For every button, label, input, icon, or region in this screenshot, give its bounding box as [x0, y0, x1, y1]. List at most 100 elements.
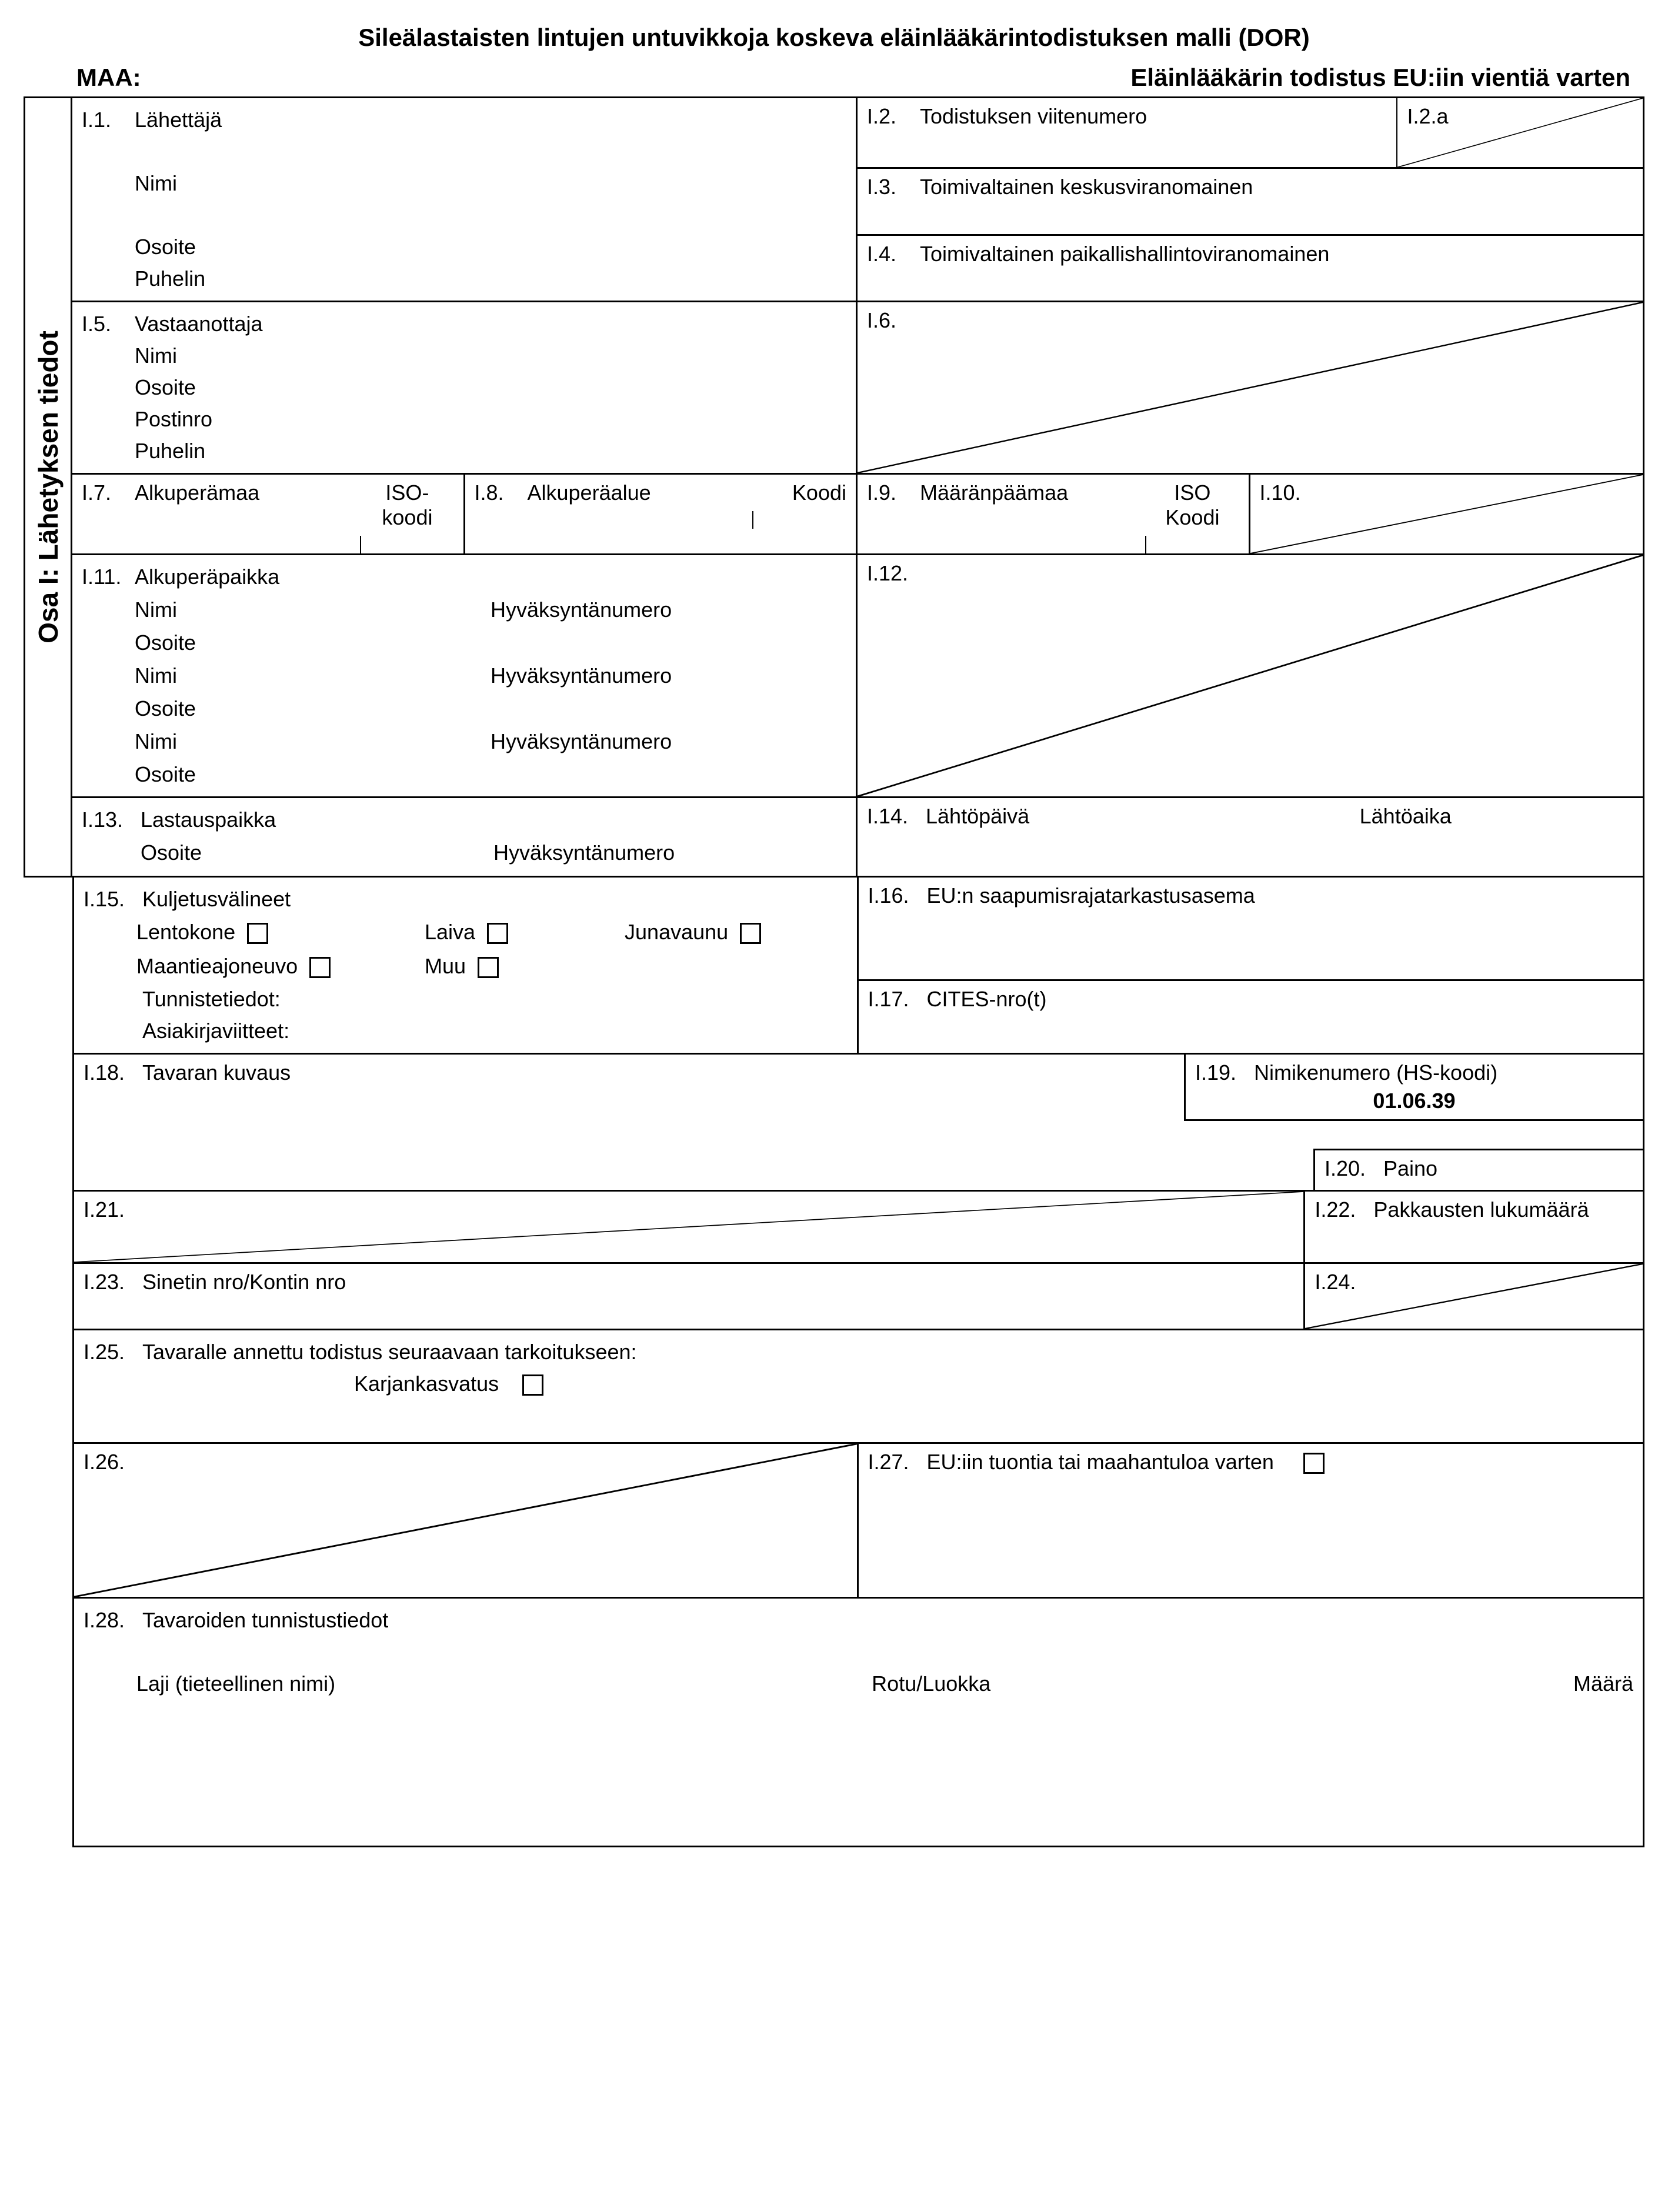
i11-label: Alkuperäpaikka: [135, 565, 279, 589]
i6-num: I.6.: [867, 308, 920, 333]
checkbox-maantie[interactable]: [309, 957, 331, 978]
i11-hyv2: Hyväksyntänumero: [491, 659, 846, 693]
cell-i27: I.27.EU:iin tuontia tai maahantuloa vart…: [859, 1444, 1643, 1597]
header-row: MAA: Eläinlääkärin todistus EU:iin vient…: [24, 64, 1644, 92]
checkbox-i27[interactable]: [1303, 1453, 1325, 1474]
cell-i15: I.15.Kuljetusvälineet Lentokone Laiva Ju…: [74, 878, 859, 1053]
row-i7: I.7.Alkuperämaa ISO-koodi I.8.Alkuperäal…: [72, 475, 1643, 555]
i8-num: I.8.: [475, 481, 528, 505]
cell-i11: I.11.Alkuperäpaikka NimiHyväksyntänumero…: [72, 555, 858, 796]
checkbox-karjankasvatus[interactable]: [522, 1374, 543, 1396]
i15-asiakirja: Asiakirjaviitteet:: [84, 1015, 848, 1047]
i15-maantie: Maantieajoneuvo: [136, 954, 298, 978]
i11-nimi2: Nimi: [135, 659, 491, 693]
form-upper: Osa I: Lähetyksen tiedot I.1.Lähettäjä N…: [24, 96, 1644, 878]
i13-label: Lastauspaikka: [141, 808, 276, 832]
cell-i20: I.20.Paino: [1313, 1149, 1643, 1190]
row-i1: I.1.Lähettäjä Nimi Osoite Puhelin I.2.To…: [72, 98, 1643, 302]
i1-label: Lähettäjä: [135, 108, 222, 132]
i23-label: Sinetin nro/Kontin nro: [142, 1270, 346, 1294]
i19-label: Nimikenumero (HS-koodi): [1254, 1060, 1497, 1085]
cell-i22: I.22.Pakkausten lukumäärä: [1305, 1192, 1643, 1262]
cell-i16: I.16.EU:n saapumisrajatarkastusasema: [859, 878, 1643, 981]
cell-i13: I.13.Lastauspaikka OsoiteHyväksyntänumer…: [72, 798, 858, 876]
i11-osoite3: Osoite: [82, 759, 846, 790]
i1-nimi: Nimi: [82, 168, 846, 199]
i20-label: Paino: [1383, 1156, 1437, 1180]
i1-osoite: Osoite: [82, 231, 846, 263]
row-i11: I.11.Alkuperäpaikka NimiHyväksyntänumero…: [72, 555, 1643, 798]
i28-num: I.28.: [84, 1608, 142, 1633]
i2-num: I.2.: [867, 104, 920, 129]
i23-num: I.23.: [84, 1270, 142, 1294]
i8-koodi: Koodi: [753, 481, 846, 505]
cell-i1: I.1.Lähettäjä Nimi Osoite Puhelin: [72, 98, 858, 301]
i14-aika: Lähtöaika: [1360, 804, 1633, 829]
checkbox-laiva[interactable]: [487, 923, 508, 944]
grid-upper: I.1.Lähettäjä Nimi Osoite Puhelin I.2.To…: [72, 98, 1643, 876]
i4-num: I.4.: [867, 242, 920, 266]
i11-osoite1: Osoite: [82, 627, 846, 659]
page-container: Sileälastaisten lintujen untuvikkoja kos…: [24, 24, 1644, 1847]
cell-i19: I.19.Nimikenumero (HS-koodi) 01.06.39: [1184, 1055, 1643, 1121]
i25-karjankasvatus: Karjankasvatus: [354, 1372, 499, 1396]
row-i15: I.15.Kuljetusvälineet Lentokone Laiva Ju…: [74, 878, 1643, 1055]
checkbox-muu[interactable]: [478, 957, 499, 978]
i28-maara: Määrä: [1502, 1671, 1633, 1696]
i11-osoite2: Osoite: [82, 693, 846, 725]
checkbox-junavaunu[interactable]: [740, 923, 761, 944]
i10-num: I.10.: [1260, 481, 1301, 505]
i11-hyv1: Hyväksyntänumero: [491, 593, 846, 627]
i21-num: I.21.: [84, 1197, 125, 1222]
cell-i5: I.5.Vastaanottaja Nimi Osoite Postinro P…: [72, 302, 858, 473]
i13-osoite: Osoite: [141, 836, 493, 870]
i11-hyv3: Hyväksyntänumero: [491, 725, 846, 759]
i9-num: I.9.: [867, 481, 920, 505]
i9-label: Määränpäämaa: [920, 481, 1068, 505]
cell-i24: I.24.: [1305, 1264, 1643, 1329]
i27-label: EU:iin tuontia tai maahantuloa varten: [927, 1450, 1274, 1474]
row-i5: I.5.Vastaanottaja Nimi Osoite Postinro P…: [72, 302, 1643, 475]
i8-label: Alkuperäalue: [528, 481, 651, 505]
i1-num: I.1.: [82, 108, 135, 132]
i15-num: I.15.: [84, 887, 142, 912]
cell-i8: I.8.Alkuperäalue Koodi: [465, 475, 858, 553]
cell-i2a: I.2.a: [1397, 98, 1643, 167]
cell-i12: I.12.: [858, 555, 1643, 796]
i11-num: I.11.: [82, 565, 135, 589]
i16-num: I.16.: [868, 883, 927, 908]
cell-i23: I.23.Sinetin nro/Kontin nro: [74, 1264, 1305, 1329]
i7-num: I.7.: [82, 481, 135, 505]
i28-rotu: Rotu/Luokka: [872, 1671, 1502, 1696]
i15-muu: Muu: [425, 954, 466, 978]
row-i25: I.25.Tavaralle annettu todistus seuraava…: [74, 1330, 1643, 1444]
row-i18: I.18.Tavaran kuvaus I.19.Nimikenumero (H…: [74, 1055, 1643, 1192]
i5-osoite: Osoite: [82, 372, 846, 403]
i13-hyv: Hyväksyntänumero: [493, 836, 846, 870]
cell-i26: I.26.: [74, 1444, 859, 1597]
i24-num: I.24.: [1315, 1270, 1356, 1294]
i7-iso: ISO-koodi: [361, 481, 453, 530]
checkbox-lentokone[interactable]: [247, 923, 268, 944]
header-country-label: MAA:: [76, 64, 141, 92]
row-i13: I.13.Lastauspaikka OsoiteHyväksyntänumer…: [72, 798, 1643, 876]
cell-i14: I.14.Lähtöpäivä Lähtöaika: [858, 798, 1643, 876]
document-title: Sileälastaisten lintujen untuvikkoja kos…: [24, 24, 1644, 52]
i27-num: I.27.: [868, 1450, 927, 1474]
i20-num: I.20.: [1325, 1156, 1383, 1181]
cell-i28: I.28.Tavaroiden tunnistustiedot Laji (ti…: [74, 1599, 1643, 1846]
i14-num: I.14.: [867, 804, 926, 829]
cell-i2: I.2.Todistuksen viitenumero: [858, 98, 1397, 167]
i3-num: I.3.: [867, 175, 920, 199]
i9-iso: ISO Koodi: [1146, 481, 1239, 530]
i28-laji: Laji (tieteellinen nimi): [136, 1671, 872, 1696]
i13-num: I.13.: [82, 808, 141, 832]
side-label-text: Osa I: Lähetyksen tiedot: [32, 331, 64, 643]
cell-i16-17: I.16.EU:n saapumisrajatarkastusasema I.1…: [859, 878, 1643, 1053]
i2-label: Todistuksen viitenumero: [920, 104, 1147, 128]
cell-i7: I.7.Alkuperämaa ISO-koodi: [72, 475, 465, 553]
i1-puhelin: Puhelin: [82, 263, 846, 295]
cell-i6: I.6.: [858, 302, 1643, 473]
i5-label: Vastaanottaja: [135, 312, 263, 336]
i22-num: I.22.: [1315, 1197, 1373, 1222]
